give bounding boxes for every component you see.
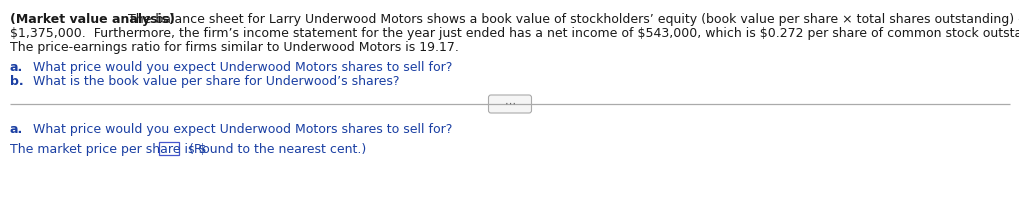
Text: a.: a. <box>10 61 23 74</box>
Text: $1,375,000.  Furthermore, the firm’s income statement for the year just ended ha: $1,375,000. Furthermore, the firm’s inco… <box>10 27 1019 40</box>
Text: The balance sheet for Larry Underwood Motors shows a book value of stockholders’: The balance sheet for Larry Underwood Mo… <box>120 13 1019 26</box>
Text: The price-earnings ratio for firms similar to Underwood Motors is 19.17.: The price-earnings ratio for firms simil… <box>10 41 459 54</box>
Text: The market price per share is $: The market price per share is $ <box>10 143 206 156</box>
Text: (Round to the nearest cent.): (Round to the nearest cent.) <box>180 143 366 156</box>
Text: a.: a. <box>10 123 23 136</box>
FancyBboxPatch shape <box>488 95 531 113</box>
Text: What price would you expect Underwood Motors shares to sell for?: What price would you expect Underwood Mo… <box>25 123 452 136</box>
FancyBboxPatch shape <box>159 142 178 155</box>
Text: What is the book value per share for Underwood’s shares?: What is the book value per share for Und… <box>25 75 399 88</box>
Text: What price would you expect Underwood Motors shares to sell for?: What price would you expect Underwood Mo… <box>25 61 452 74</box>
Text: (Market value analysis): (Market value analysis) <box>10 13 174 26</box>
Text: ⋯: ⋯ <box>504 99 515 109</box>
Text: b.: b. <box>10 75 23 88</box>
